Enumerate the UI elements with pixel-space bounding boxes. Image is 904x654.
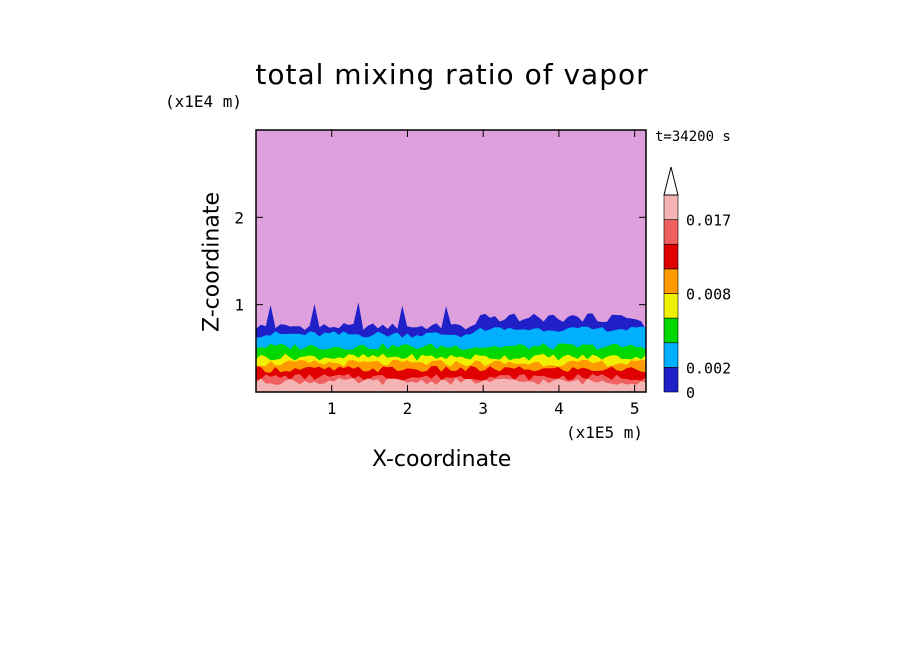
x-axis-label: X-coordinate — [372, 447, 512, 472]
colorbar-label: 0.008 — [686, 286, 731, 304]
colorbar-swatch — [663, 194, 679, 220]
x-tick-label: 2 — [403, 399, 413, 418]
colorbar-swatch — [663, 219, 679, 245]
colorbar-label: 0.017 — [686, 212, 731, 230]
y-ticks: 12 — [234, 208, 646, 315]
contour-layer — [256, 378, 646, 392]
colorbar-swatch — [663, 268, 679, 294]
colorbar-swatch — [663, 367, 679, 393]
time-label: t=34200 s — [655, 129, 731, 145]
x-tick-label: 4 — [554, 399, 564, 418]
y-tick-label: 1 — [234, 296, 244, 315]
x-tick-label: 3 — [478, 399, 488, 418]
x-tick-label: 5 — [630, 399, 640, 418]
contour-field — [256, 130, 646, 392]
colorbar-extend-arrow — [663, 166, 679, 196]
chart-title: total mixing ratio of vapor — [255, 58, 649, 91]
colorbar-label: 0 — [686, 384, 695, 402]
colorbar-swatch — [663, 293, 679, 319]
y-tick-label: 2 — [234, 208, 244, 227]
x-ticks: 1 2 3 4 5 — [327, 130, 640, 418]
colorbar: 0.017 0.008 0.002 0 — [663, 166, 731, 402]
colorbar-swatch — [663, 342, 679, 368]
colorbar-swatch — [663, 243, 679, 270]
x-axis-scale-label: (x1E5 m) — [566, 423, 644, 442]
x-tick-label: 1 — [327, 399, 337, 418]
colorbar-label: 0.002 — [686, 359, 731, 377]
plot-frame — [255, 129, 647, 393]
y-axis-scale-label: (x1E4 m) — [165, 92, 243, 111]
colorbar-swatch — [663, 317, 679, 344]
